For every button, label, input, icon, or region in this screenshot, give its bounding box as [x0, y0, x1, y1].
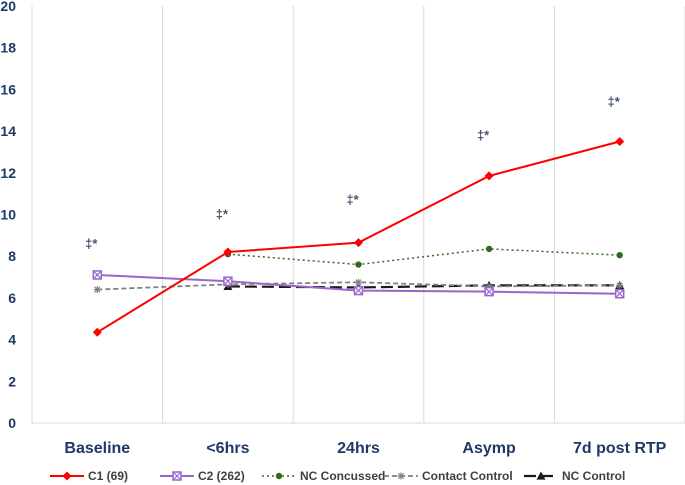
y-tick-label: 2	[8, 373, 16, 389]
data-point-contact-control	[616, 281, 624, 289]
significance-annotation: ‡*	[346, 192, 359, 207]
legend-item-nc-control: NC Control	[524, 469, 625, 483]
data-point-c2-262	[353, 285, 364, 296]
legend-marker	[536, 471, 546, 480]
legend-item-nc-concussed: NC Concussed	[262, 469, 385, 483]
x-tick-label: Baseline	[64, 440, 130, 457]
legend-item-c1-69: C1 (69)	[50, 469, 128, 483]
data-point-nc-concussed	[616, 251, 623, 259]
y-tick-label: 10	[0, 207, 16, 223]
data-point-c2-262	[614, 288, 625, 299]
legend-marker	[62, 471, 72, 481]
legend: C1 (69) C2 (262) NC Concussed Contact Contr…	[50, 469, 625, 483]
y-tick-label: 18	[0, 40, 16, 56]
x-tick-label: Asymp	[462, 440, 516, 457]
significance-annotation: ‡*	[477, 127, 490, 142]
significance-annotation: ‡*	[85, 236, 98, 251]
legend-item-c2-262: C2 (262)	[160, 469, 245, 483]
legend-label: NC Concussed	[300, 469, 385, 483]
data-point-contact-control	[93, 286, 101, 294]
data-point-c1-69	[354, 238, 363, 248]
grid-lines	[31, 6, 685, 424]
legend-marker	[397, 472, 405, 480]
data-point-c2-262	[484, 286, 494, 297]
y-tick-label: 16	[0, 81, 16, 97]
data-point-c1-69	[223, 247, 233, 257]
series-c1-69	[92, 137, 625, 337]
x-axis: Baseline <6hrs 24hrs Asymp 7d post RTP	[64, 440, 666, 457]
legend-marker	[275, 472, 283, 480]
data-point-c1-69	[484, 171, 494, 181]
y-tick-label: 14	[0, 123, 16, 139]
y-tick-label: 4	[8, 332, 16, 348]
legend-label: NC Control	[562, 469, 625, 483]
annotations: ‡* ‡* ‡* ‡* ‡*	[85, 94, 621, 251]
series-line-c1-69	[96, 140, 620, 334]
legend-item-contact-control: Contact Control	[384, 469, 513, 483]
legend-label: C1 (69)	[88, 469, 128, 483]
data-point-nc-concussed	[355, 261, 362, 268]
series-line-nc-concussed	[227, 248, 620, 266]
series-group	[92, 137, 625, 337]
legend-label: Contact Control	[422, 469, 513, 483]
data-point-nc-concussed	[485, 245, 493, 253]
x-tick-label: 7d post RTP	[573, 440, 667, 457]
significance-annotation: ‡*	[216, 207, 229, 222]
y-tick-label: 6	[8, 290, 16, 306]
y-axis: 0 2 4 6 8 10 12 14 16 18 20	[0, 0, 16, 431]
y-tick-label: 20	[0, 0, 16, 14]
data-point-c1-69	[615, 137, 625, 147]
legend-label: C2 (262)	[198, 469, 245, 483]
y-tick-label: 0	[8, 415, 16, 431]
y-tick-label: 8	[8, 248, 16, 264]
x-tick-label: <6hrs	[206, 440, 249, 457]
data-point-c2-262	[223, 276, 233, 286]
legend-marker	[172, 471, 182, 481]
data-point-c2-262	[92, 270, 103, 280]
data-point-c1-69	[92, 327, 102, 337]
significance-annotation: ‡*	[608, 94, 621, 109]
series-line-contact-control	[97, 281, 620, 291]
y-tick-label: 12	[0, 165, 16, 181]
data-point-contact-control	[355, 278, 362, 286]
x-tick-label: 24hrs	[337, 440, 380, 457]
